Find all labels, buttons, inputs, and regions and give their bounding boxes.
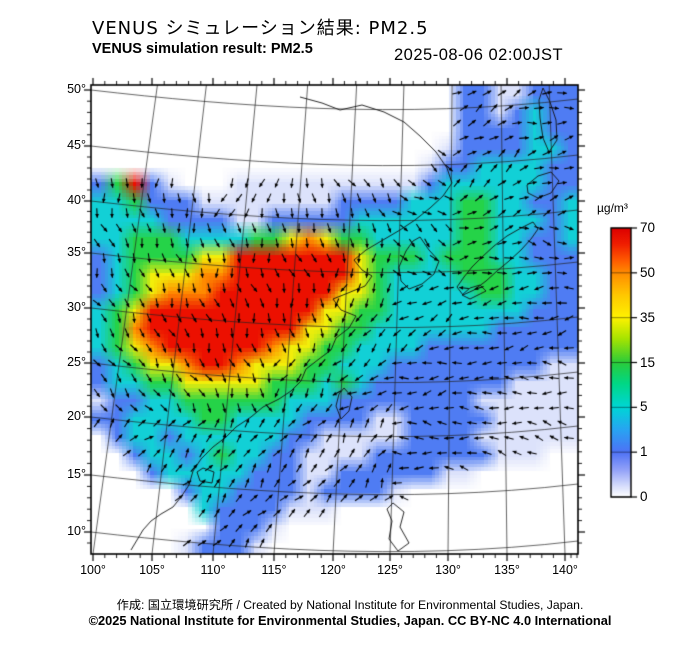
colorbar-tick-label: 70 bbox=[640, 220, 656, 235]
x-axis-tick-label: 120° bbox=[320, 563, 346, 577]
y-axis-tick-label: 45° bbox=[67, 138, 86, 152]
license-line: ©2025 National Institute for Environment… bbox=[88, 613, 612, 628]
y-axis-tick-label: 25° bbox=[67, 355, 86, 369]
y-axis-tick-label: 40° bbox=[67, 193, 86, 207]
x-axis-tick-label: 125° bbox=[377, 563, 403, 577]
y-axis-tick-label: 50° bbox=[67, 82, 86, 96]
page-title-japanese: VENUS シミュレーション結果: PM2.5 bbox=[92, 18, 429, 39]
colorbar-tick-label: 1 bbox=[640, 444, 648, 460]
colorbar-tick-label: 5 bbox=[640, 399, 648, 415]
y-axis-tick-label: 20° bbox=[67, 409, 86, 423]
timestamp-label: 2025-08-06 02:00JST bbox=[394, 46, 564, 64]
x-axis-tick-label: 105° bbox=[139, 563, 165, 577]
y-axis-tick-label: 30° bbox=[67, 300, 86, 314]
x-axis-tick-label: 100° bbox=[80, 563, 106, 577]
x-axis-tick-label: 115° bbox=[261, 563, 287, 577]
colorbar-tick-label: 0 bbox=[640, 489, 648, 504]
x-axis-tick-label: 110° bbox=[200, 563, 226, 577]
colorbar-tick-label: 50 bbox=[640, 264, 656, 280]
y-axis-tick-label: 15° bbox=[67, 467, 86, 481]
page-title-english: VENUS simulation result: PM2.5 bbox=[92, 41, 313, 57]
colorbar-unit-label: µg/m³ bbox=[597, 201, 628, 215]
x-axis-tick-label: 140° bbox=[552, 563, 578, 577]
colorbar-tick-label: 15 bbox=[640, 354, 656, 370]
y-axis-tick-label: 10° bbox=[67, 524, 86, 538]
colorbar-tick-label: 35 bbox=[640, 309, 656, 325]
x-axis-tick-label: 130° bbox=[435, 563, 461, 577]
y-axis-tick-label: 35° bbox=[67, 245, 86, 259]
credit-line: 作成: 国立環境研究所 / Created by National Instit… bbox=[116, 598, 584, 612]
x-axis-tick-label: 135° bbox=[494, 563, 520, 577]
